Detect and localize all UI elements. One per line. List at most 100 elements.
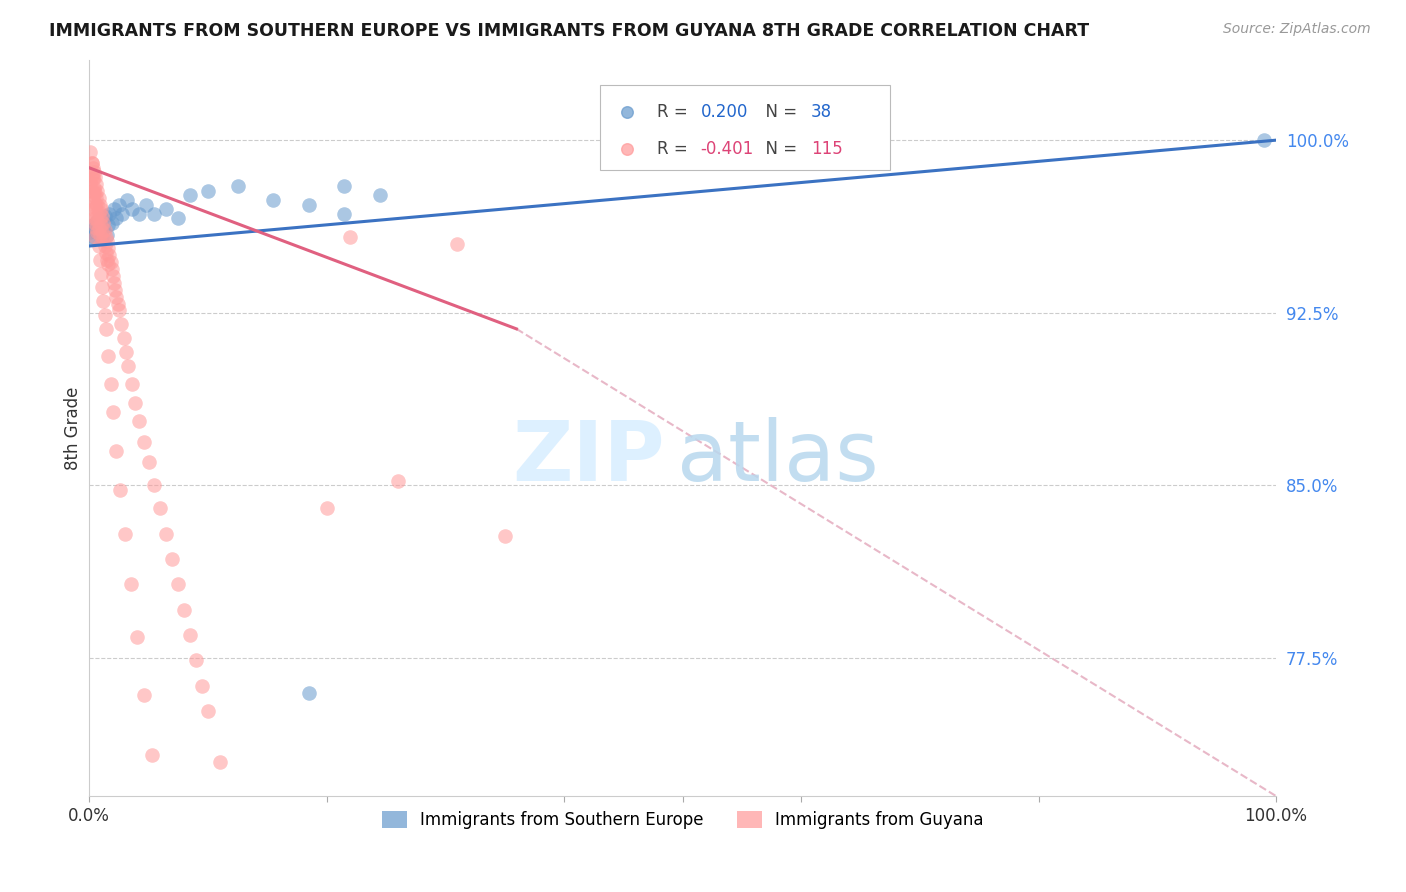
Point [86, 225, 108, 239]
Point [125, 630, 148, 644]
Point [83, 229, 105, 244]
Point [93, 216, 115, 230]
Point [90, 202, 112, 217]
Point [128, 414, 150, 428]
Point [93, 294, 115, 309]
Point [80, 168, 103, 182]
Point [84, 191, 107, 205]
Text: N =: N = [755, 103, 803, 121]
Point [89, 227, 111, 242]
Point [121, 202, 143, 217]
Point [132, 688, 155, 702]
Point [141, 747, 163, 762]
Point [368, 188, 391, 202]
Text: 0.0%: 0.0% [69, 807, 110, 825]
Point [93, 239, 115, 253]
Point [100, 377, 122, 392]
Point [100, 216, 122, 230]
Point [84, 207, 107, 221]
Point [84, 229, 107, 244]
Point [80, 156, 103, 170]
Point [82, 161, 104, 175]
Point [108, 303, 131, 318]
Point [108, 197, 131, 211]
Point [262, 193, 284, 207]
Legend: Immigrants from Southern Europe, Immigrants from Guyana: Immigrants from Southern Europe, Immigra… [375, 804, 990, 836]
Point [105, 443, 128, 458]
Point [115, 344, 138, 359]
Point [155, 526, 177, 541]
Point [197, 704, 219, 718]
Text: 38: 38 [811, 103, 832, 121]
Point [100, 262, 122, 277]
FancyBboxPatch shape [599, 86, 890, 170]
Point [107, 296, 129, 310]
Point [83, 211, 105, 226]
Point [87, 220, 110, 235]
Point [101, 405, 124, 419]
Point [112, 331, 135, 345]
Point [96, 235, 118, 249]
Point [93, 220, 115, 235]
Point [103, 276, 125, 290]
Point [97, 257, 120, 271]
Y-axis label: 8th Grade: 8th Grade [65, 386, 82, 469]
Point [208, 755, 231, 769]
Point [84, 186, 107, 200]
Point [108, 483, 131, 497]
Point [82, 219, 104, 233]
Point [79, 225, 101, 239]
Point [298, 685, 321, 699]
Point [84, 169, 107, 184]
Point [173, 602, 195, 616]
Point [91, 225, 114, 239]
Point [387, 474, 409, 488]
Text: -0.401: -0.401 [700, 140, 754, 159]
Point [89, 219, 111, 233]
Point [86, 213, 108, 227]
Text: 100.0%: 100.0% [1244, 807, 1308, 825]
Point [84, 197, 107, 211]
Point [117, 359, 139, 373]
Point [104, 283, 127, 297]
Point [93, 232, 115, 246]
Point [98, 248, 121, 262]
Point [82, 202, 104, 217]
Point [91, 229, 114, 244]
Point [111, 207, 134, 221]
Point [94, 322, 117, 336]
Point [333, 207, 356, 221]
Point [446, 236, 468, 251]
Point [167, 211, 190, 226]
Point [96, 252, 118, 267]
Point [115, 193, 138, 207]
Point [83, 184, 105, 198]
Text: atlas: atlas [676, 417, 879, 498]
Point [149, 501, 172, 516]
Point [94, 229, 117, 244]
Point [84, 220, 107, 235]
Point [191, 679, 214, 693]
Point [84, 220, 107, 235]
Point [80, 156, 103, 170]
Point [86, 213, 108, 227]
Point [87, 223, 110, 237]
Point [143, 207, 166, 221]
Point [94, 246, 117, 260]
Point [89, 197, 111, 211]
Point [138, 455, 160, 469]
Point [298, 197, 321, 211]
Point [98, 207, 121, 221]
Point [226, 179, 249, 194]
Point [90, 211, 112, 226]
Point [93, 209, 115, 223]
Point [143, 478, 166, 492]
Point [84, 225, 107, 239]
Point [179, 628, 201, 642]
Point [79, 145, 101, 159]
Point [82, 169, 104, 184]
Point [90, 267, 112, 281]
Point [105, 211, 128, 226]
Point [89, 252, 111, 267]
Point [162, 552, 184, 566]
